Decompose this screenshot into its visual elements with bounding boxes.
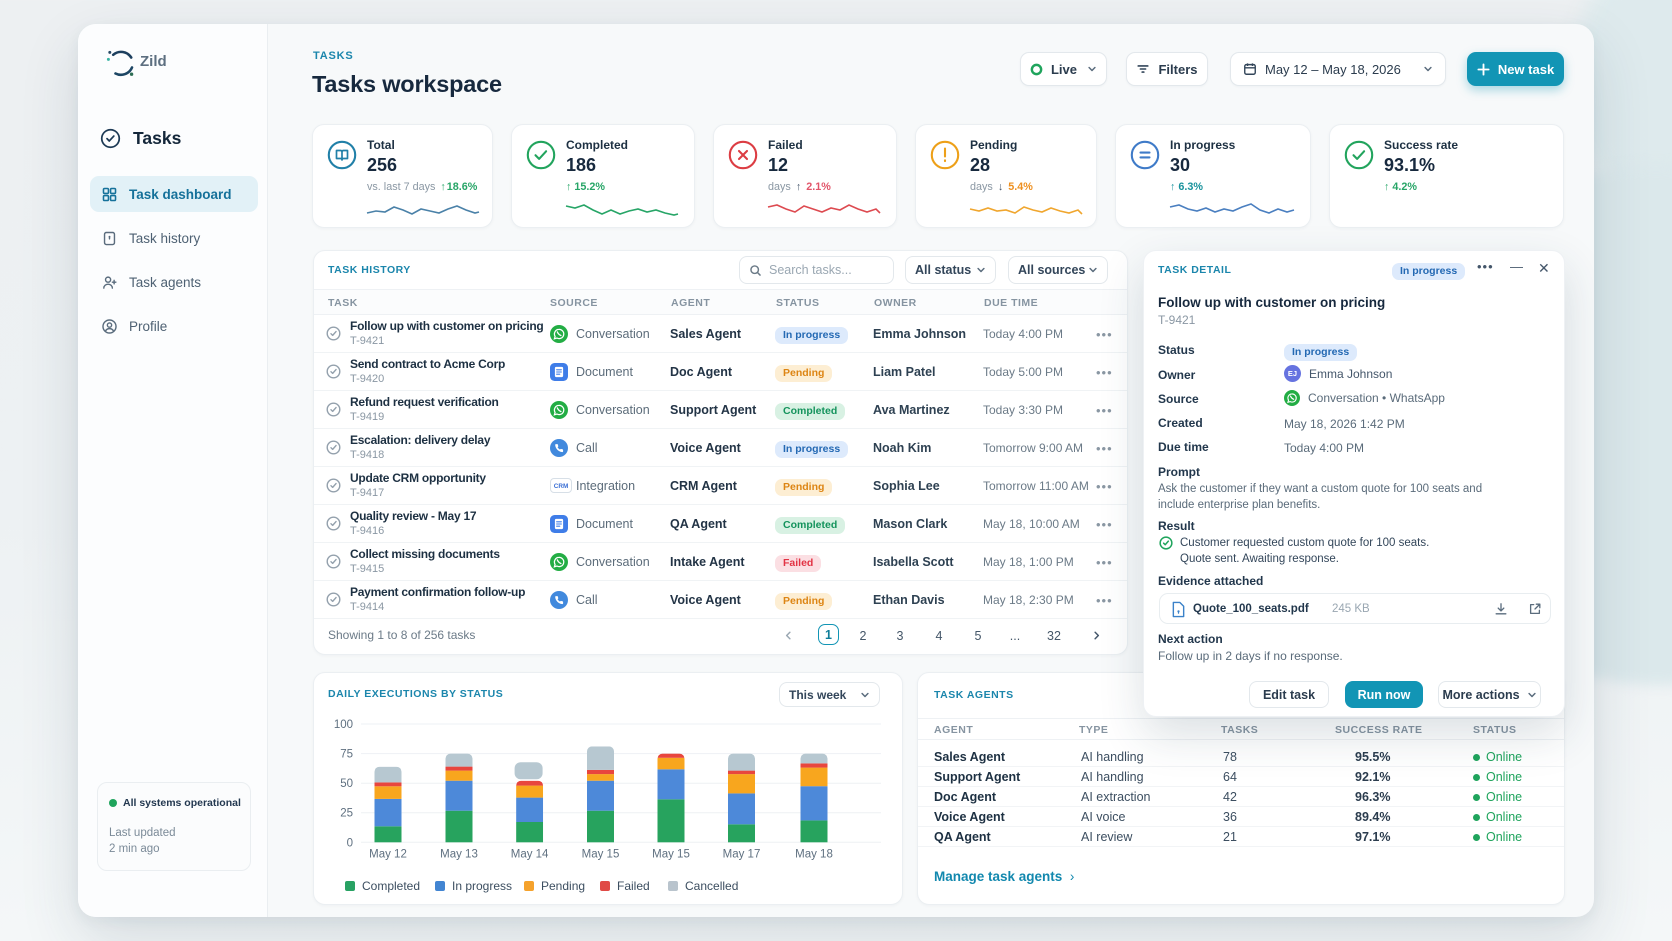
svg-text:May 12: May 12 (369, 849, 407, 861)
svg-text:May 18: May 18 (795, 849, 833, 861)
svg-text:May 15: May 15 (582, 849, 620, 861)
svg-text:May 17: May 17 (723, 849, 761, 861)
svg-text:0: 0 (347, 837, 353, 849)
svg-text:May 15: May 15 (652, 849, 690, 861)
svg-text:100: 100 (334, 719, 353, 731)
svg-text:CRM: CRM (554, 483, 569, 490)
svg-text:May 13: May 13 (440, 849, 478, 861)
svg-text:50: 50 (340, 778, 353, 790)
svg-text:75: 75 (340, 749, 353, 761)
svg-text:25: 25 (340, 808, 353, 820)
svg-text:May 14: May 14 (511, 849, 549, 861)
